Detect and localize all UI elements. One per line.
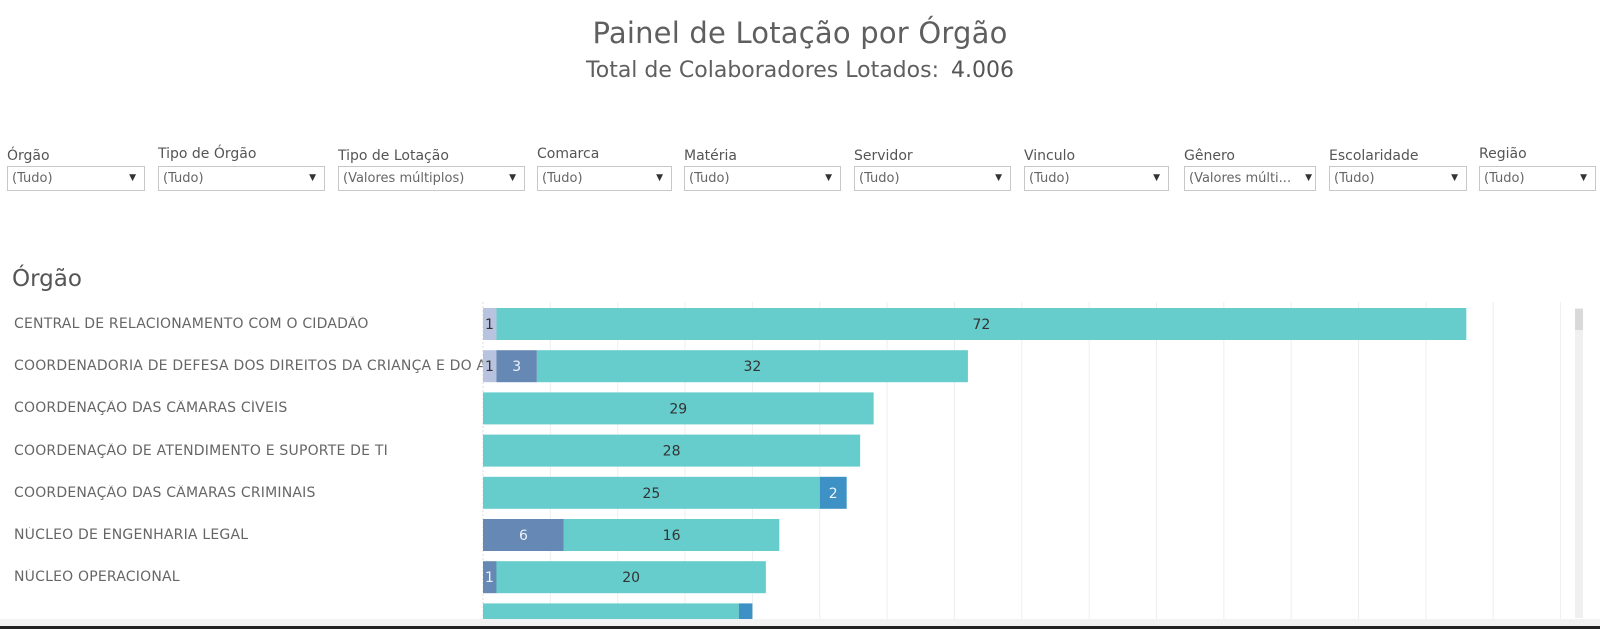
vertical-scrollbar-thumb[interactable] [1575,309,1583,330]
filter-value: (Valores múlti... [1189,171,1292,186]
row-label: COORDENADORIA DE DEFESA DOS DIREITOS DA … [14,358,484,375]
filter-escolaridade: Escolaridade (Tudo) ▼ [1329,146,1467,191]
row-label: COORDENAÇÃO DAS CÂMARAS CRIMINAIS [14,484,316,501]
bar-segment-steel[interactable] [738,603,753,619]
filter-label: Matéria [684,148,737,164]
filter-value: (Tudo) [689,171,730,186]
filter-materia: Matéria (Tudo) ▼ [684,146,841,191]
bar-segment-lavender[interactable] [483,350,497,383]
bar-value-label: 16 [663,528,681,544]
filter-comarca: Comarca (Tudo) ▼ [537,144,672,191]
bar-value-label: 1 [485,570,494,586]
bar-value-label: 6 [519,528,528,544]
dropdown-arrow-icon: ▼ [129,173,136,183]
filter-dropdown[interactable]: (Tudo) ▼ [1329,166,1467,191]
filter-value: (Tudo) [859,171,900,186]
row-label: NÚCLEO OPERACIONAL [14,569,180,586]
filter-value: (Tudo) [1484,171,1525,186]
bar-segment-teal[interactable] [496,561,766,594]
dropdown-arrow-icon: ▼ [509,173,516,183]
filter-value: (Tudo) [163,171,204,186]
bar-chart: 1 72 1 3 32 29 28 25 2 6 16 1 20 [482,302,1562,619]
filter-dropdown[interactable]: (Tudo) ▼ [1479,166,1596,191]
dropdown-arrow-icon: ▼ [1451,173,1458,183]
horizontal-scrollbar[interactable] [0,619,1600,626]
bar-value-label: 1 [485,359,494,375]
bar-segment-slate[interactable] [496,350,537,383]
filter-label: Servidor [854,148,913,164]
bar-value-label: 25 [642,486,660,502]
filter-tipo-orgao: Tipo de Órgão (Tudo) ▼ [158,144,325,191]
filter-label: Comarca [537,146,600,162]
bar-value-label: 72 [972,317,990,333]
dropdown-arrow-icon: ▼ [1305,173,1312,183]
filter-value: (Tudo) [1029,171,1070,186]
filter-value: (Valores múltiplos) [343,171,465,186]
total-value: 4.006 [950,58,1014,83]
dropdown-arrow-icon: ▼ [825,173,832,183]
bar-segment-teal[interactable] [483,434,861,467]
filter-label: Gênero [1184,148,1235,164]
dropdown-arrow-icon: ▼ [1153,173,1160,183]
bar-value-label: 3 [512,359,521,375]
bar-segment-teal[interactable] [483,603,739,619]
bar-value-label: 28 [663,444,681,460]
filter-tipo-lotacao: Tipo de Lotação (Valores múltiplos) ▼ [338,146,525,191]
bar-segment-teal[interactable] [496,308,1467,340]
bar-segment-slate[interactable] [483,519,564,551]
filter-dropdown[interactable]: (Valores múlti... ▼ [1184,166,1316,191]
bar-value-label: 2 [829,486,838,502]
filter-dropdown[interactable]: (Valores múltiplos) ▼ [338,166,525,191]
filter-orgao: Órgão (Tudo) ▼ [7,146,145,191]
filter-value: (Tudo) [1334,171,1375,186]
filter-dropdown[interactable]: (Tudo) ▼ [537,166,672,191]
filter-dropdown[interactable]: (Tudo) ▼ [158,166,325,191]
bar-value-label: 29 [669,401,687,417]
filter-dropdown[interactable]: (Tudo) ▼ [1024,166,1169,191]
filter-dropdown[interactable]: (Tudo) ▼ [684,166,841,191]
filter-label: Escolaridade [1329,148,1419,164]
filter-servidor: Servidor (Tudo) ▼ [854,146,1011,191]
row-label: COORDENAÇÃO DE ATENDIMENTO E SUPORTE DE … [14,442,388,459]
row-label: CENTRAL DE RELACIONAMENTO COM O CIDADÃO [14,316,369,332]
vertical-scrollbar[interactable] [1575,308,1583,618]
bar-segment-slate[interactable] [483,561,497,594]
filter-regiao: Região (Tudo) ▼ [1479,144,1596,191]
total-collaborators: Total de Colaboradores Lotados: 4.006 [0,58,1600,83]
section-title: Órgão [12,266,82,292]
filter-vinculo: Vinculo (Tudo) ▼ [1024,146,1169,191]
filter-dropdown[interactable]: (Tudo) ▼ [854,166,1011,191]
filter-label: Região [1479,146,1527,162]
bar-value-label: 1 [485,317,494,333]
bar-segment-lavender[interactable] [483,308,497,340]
filter-value: (Tudo) [12,171,53,186]
row-label: NÚCLEO DE ENGENHARIA LEGAL [14,527,249,543]
bar-segment-teal[interactable] [536,350,968,383]
filter-label: Vinculo [1024,148,1076,164]
bar-value-label: 32 [743,359,761,375]
bar-segment-teal[interactable] [483,392,874,425]
row-label: COORDENAÇÃO DAS CÂMARAS CÍVEIS [14,400,288,417]
bottom-border [0,626,1600,629]
filter-value: (Tudo) [542,171,583,186]
dropdown-arrow-icon: ▼ [995,173,1002,183]
bar-segment-steel[interactable] [819,476,847,509]
filter-label: Órgão [7,148,50,164]
filter-dropdown[interactable]: (Tudo) ▼ [7,166,145,191]
dropdown-arrow-icon: ▼ [1580,173,1587,183]
bar-segment-teal[interactable] [483,476,820,509]
dashboard-title: Painel de Lotação por Órgão [592,16,1008,50]
filter-genero: Gênero (Valores múlti... ▼ [1184,146,1316,191]
dropdown-arrow-icon: ▼ [309,173,316,183]
total-label: Total de Colaboradores Lotados: [586,58,939,83]
bar-segment-teal[interactable] [563,519,780,551]
dropdown-arrow-icon: ▼ [656,173,663,183]
bar-value-label: 20 [622,570,640,586]
filter-label: Tipo de Lotação [338,148,449,164]
filter-label: Tipo de Órgão [158,146,257,162]
